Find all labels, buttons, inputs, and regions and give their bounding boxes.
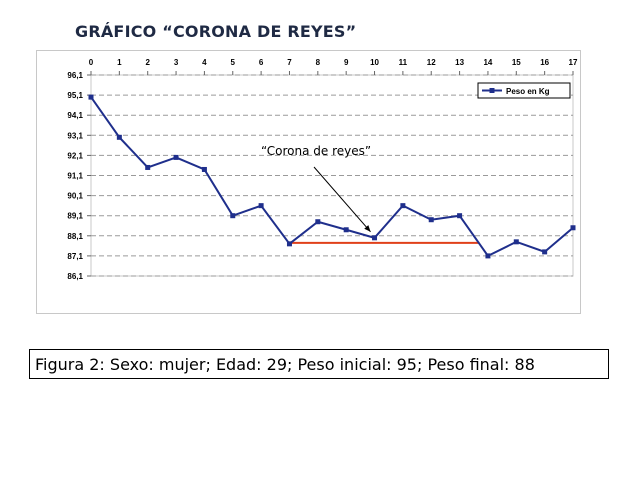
x-tick-label: 2 bbox=[145, 58, 150, 67]
data-point bbox=[343, 227, 349, 233]
y-tick-label: 90,1 bbox=[67, 192, 83, 201]
legend-box bbox=[477, 82, 571, 99]
x-tick-label: 13 bbox=[455, 58, 464, 67]
data-point bbox=[201, 166, 207, 172]
y-tick-label: 95,1 bbox=[67, 91, 83, 100]
y-tick-label: 96,1 bbox=[67, 71, 83, 80]
x-tick-label: 6 bbox=[259, 58, 264, 67]
data-point bbox=[173, 154, 179, 160]
annotation-arrow-line bbox=[313, 166, 371, 233]
x-tick-label: 9 bbox=[344, 58, 349, 67]
x-tick-label: 14 bbox=[483, 58, 492, 67]
data-point bbox=[88, 94, 94, 100]
data-point bbox=[286, 241, 292, 247]
series-line bbox=[90, 96, 574, 258]
data-point bbox=[485, 253, 491, 259]
page-title: GRÁFICO “CORONA DE REYES” bbox=[75, 22, 357, 41]
x-tick-label: 8 bbox=[316, 58, 321, 67]
annotation-arrow-head bbox=[364, 225, 371, 232]
chart-svg: 96,1 95,1 94,1 93,1 92,1 91,1 90,1 89,1 88,1 87,1… bbox=[36, 50, 581, 314]
x-tick-label: 12 bbox=[427, 58, 436, 67]
data-point bbox=[258, 203, 264, 209]
x-tick-label: 10 bbox=[370, 58, 379, 67]
x-tick-label: 16 bbox=[540, 58, 549, 67]
data-point bbox=[372, 235, 378, 241]
y-tick-label: 89,1 bbox=[67, 212, 83, 221]
data-point bbox=[230, 213, 236, 219]
data-point bbox=[400, 203, 406, 209]
data-point bbox=[428, 217, 434, 223]
legend-label: Peso en Kg bbox=[506, 87, 550, 96]
y-tick-label: 87,1 bbox=[67, 252, 83, 261]
legend-marker-swatch bbox=[489, 88, 495, 93]
y-tick-label: 88,1 bbox=[67, 232, 83, 241]
y-tick-label: 86,1 bbox=[67, 272, 83, 281]
data-point bbox=[513, 239, 519, 245]
data-point bbox=[145, 164, 151, 170]
x-tick-label: 0 bbox=[89, 58, 94, 67]
y-tick-label: 92,1 bbox=[67, 151, 83, 160]
figure-caption: Figura 2: Sexo: mujer; Edad: 29; Peso in… bbox=[35, 355, 535, 374]
x-tick-label: 3 bbox=[174, 58, 179, 67]
chart-frame: 96,1 95,1 94,1 93,1 92,1 91,1 90,1 89,1 88,1 87,1… bbox=[36, 50, 581, 314]
data-point bbox=[570, 225, 576, 231]
x-tick-label: 4 bbox=[202, 58, 207, 67]
x-tick-label: 1 bbox=[117, 58, 122, 67]
caption-box: Figura 2: Sexo: mujer; Edad: 29; Peso in… bbox=[29, 349, 609, 379]
y-tick-label: 93,1 bbox=[67, 131, 83, 140]
data-point bbox=[542, 249, 548, 255]
x-tick-label: 7 bbox=[287, 58, 292, 67]
data-point bbox=[315, 219, 321, 225]
x-tick-label: 15 bbox=[512, 58, 521, 67]
data-point bbox=[116, 134, 122, 140]
x-tick-label: 17 bbox=[569, 58, 578, 67]
x-tick-label: 5 bbox=[231, 58, 236, 67]
y-tick-label: 91,1 bbox=[67, 172, 83, 181]
annotation-label: “Corona de reyes” bbox=[261, 144, 371, 158]
data-point bbox=[457, 213, 463, 219]
y-tick-label: 94,1 bbox=[67, 111, 83, 120]
x-tick-label: 11 bbox=[399, 58, 408, 67]
